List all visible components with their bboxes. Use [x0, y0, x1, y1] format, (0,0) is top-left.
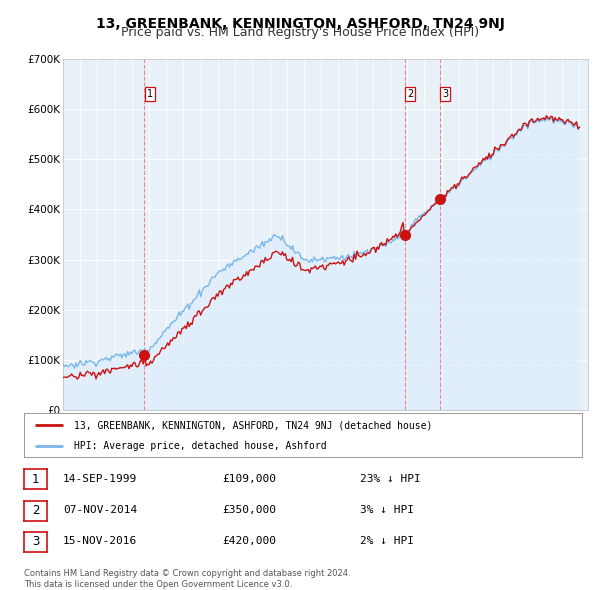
Text: 14-SEP-1999: 14-SEP-1999: [63, 474, 137, 484]
Text: £420,000: £420,000: [222, 536, 276, 546]
Text: 1: 1: [32, 473, 39, 486]
Text: 07-NOV-2014: 07-NOV-2014: [63, 505, 137, 515]
Text: 3: 3: [32, 535, 39, 549]
Text: 13, GREENBANK, KENNINGTON, ASHFORD, TN24 9NJ: 13, GREENBANK, KENNINGTON, ASHFORD, TN24…: [95, 17, 505, 31]
Text: Contains HM Land Registry data © Crown copyright and database right 2024.
This d: Contains HM Land Registry data © Crown c…: [24, 569, 350, 589]
Text: 2: 2: [407, 89, 413, 99]
Text: 2% ↓ HPI: 2% ↓ HPI: [360, 536, 414, 546]
Text: 1: 1: [146, 89, 153, 99]
Text: 13, GREENBANK, KENNINGTON, ASHFORD, TN24 9NJ (detached house): 13, GREENBANK, KENNINGTON, ASHFORD, TN24…: [74, 421, 433, 430]
Text: 3% ↓ HPI: 3% ↓ HPI: [360, 505, 414, 515]
Text: 15-NOV-2016: 15-NOV-2016: [63, 536, 137, 546]
Text: £350,000: £350,000: [222, 505, 276, 515]
Text: 23% ↓ HPI: 23% ↓ HPI: [360, 474, 421, 484]
Text: 3: 3: [442, 89, 448, 99]
Text: 2: 2: [32, 504, 39, 517]
Text: £109,000: £109,000: [222, 474, 276, 484]
Text: Price paid vs. HM Land Registry's House Price Index (HPI): Price paid vs. HM Land Registry's House …: [121, 26, 479, 39]
Text: HPI: Average price, detached house, Ashford: HPI: Average price, detached house, Ashf…: [74, 441, 327, 451]
